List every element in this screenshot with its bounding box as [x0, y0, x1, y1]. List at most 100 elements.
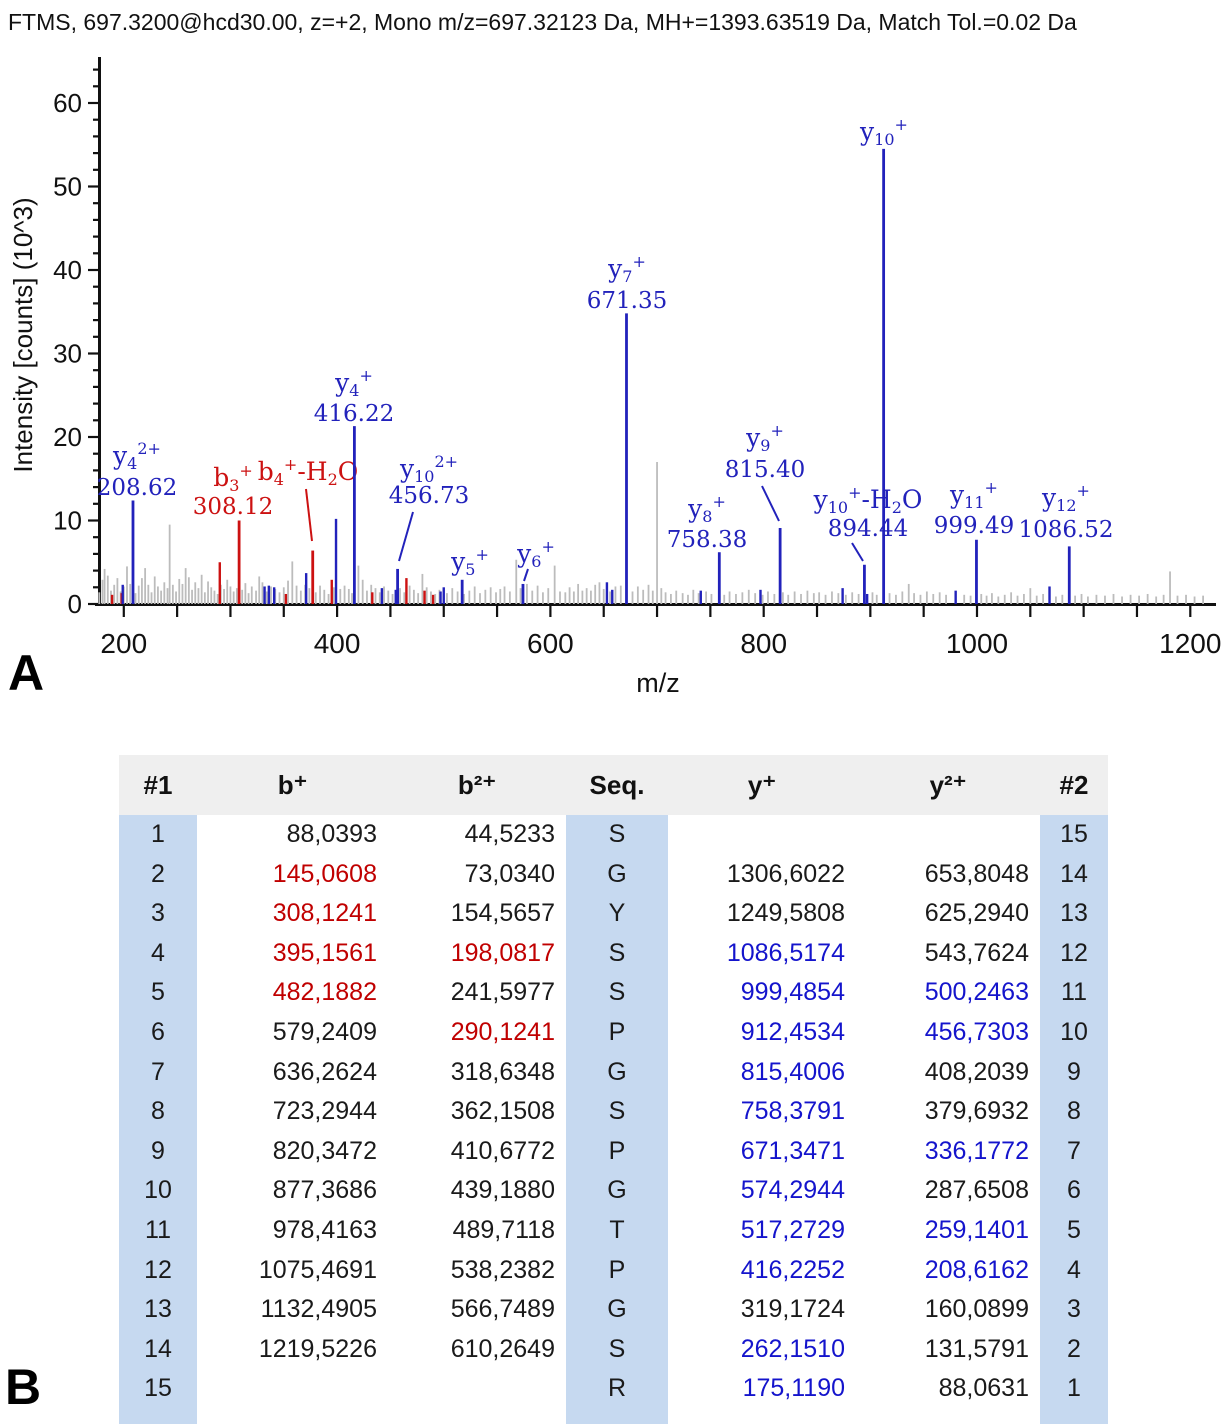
ion-label: y4+: [334, 366, 373, 400]
cell-index1: 9: [119, 1131, 197, 1172]
ion-mz-label: 308.12: [193, 494, 273, 520]
cell-seq: S: [566, 933, 668, 974]
x-tick-label: 800: [740, 628, 787, 659]
cell-seq: S: [566, 973, 668, 1013]
column-stub: [388, 1409, 566, 1424]
cell-index2: 6: [1040, 1171, 1108, 1211]
column-stub: [566, 1408, 668, 1424]
ion-label: y10+-H2O: [813, 483, 923, 517]
cell-y1: 319,1724: [740, 1295, 845, 1324]
cell-index2: 11: [1040, 973, 1108, 1013]
cell-y1: 416,2252: [740, 1255, 845, 1284]
ion-mz-label: 1086.52: [1018, 517, 1113, 543]
cell-y1: [668, 815, 856, 855]
cell-seq: S: [566, 815, 668, 855]
column-stub: [668, 1409, 856, 1424]
cell-y1: 1306,6022: [726, 859, 845, 888]
cell-seq: G: [566, 1290, 668, 1330]
cell-seq: S: [566, 1092, 668, 1132]
cell-index1: 7: [119, 1052, 197, 1093]
cell-seq: P: [566, 1131, 668, 1172]
ion-label: y11+: [949, 478, 998, 512]
ion-label: y9+: [745, 421, 784, 455]
cell-b1: 1075,4691: [258, 1255, 377, 1284]
cell-y2: 259,1401: [924, 1215, 1029, 1244]
cell-y2: 131,5791: [924, 1334, 1029, 1363]
cell-b1: 1132,4905: [260, 1295, 377, 1324]
cell-seq: P: [566, 1012, 668, 1053]
column-stub: [197, 1409, 388, 1424]
spectrum-title: FTMS, 697.3200@hcd30.00, z=+2, Mono m/z=…: [8, 9, 1077, 35]
cell-index2: 8: [1040, 1092, 1108, 1132]
cell-y1: 1086,5174: [726, 938, 845, 967]
y-tick-label: 40: [53, 255, 82, 285]
cell-b1: 820,3472: [272, 1136, 377, 1165]
cell-index2: 1: [1040, 1369, 1108, 1409]
x-tick-label: 200: [100, 628, 147, 659]
ion-mz-label: 815.40: [725, 457, 805, 483]
cell-index1: 11: [119, 1210, 197, 1251]
cell-index2: 12: [1040, 933, 1108, 974]
label-pointer-line: [523, 568, 529, 582]
x-tick-label: 600: [527, 628, 574, 659]
y-tick-label: 10: [53, 506, 82, 536]
table-header-3: Seq.: [566, 755, 668, 815]
cell-b1: 978,4163: [272, 1215, 377, 1244]
cell-index1: 3: [119, 894, 197, 934]
x-tick-label: 400: [314, 628, 361, 659]
cell-b1: 1219,5226: [258, 1334, 377, 1363]
cell-b2: 73,0340: [464, 859, 555, 888]
ion-label: y10+: [859, 115, 908, 149]
ion-label: y5+: [450, 545, 489, 579]
cell-b2: 538,2382: [450, 1255, 555, 1284]
ion-mz-label: 894.44: [828, 516, 908, 542]
cell-y1: 671,3471: [740, 1136, 845, 1165]
table-header-5: y²⁺: [856, 755, 1040, 815]
y-tick-label: 50: [53, 172, 82, 202]
ion-label: b3+: [213, 461, 253, 495]
cell-y1: 517,2729: [740, 1215, 845, 1244]
cell-b1: 88,0393: [286, 820, 377, 848]
ion-label: y8+: [687, 492, 726, 526]
cell-b2: 198,0817: [450, 938, 555, 967]
ion-label: y6+: [516, 537, 555, 571]
cell-index2: 5: [1040, 1210, 1108, 1251]
cell-seq: G: [566, 1052, 668, 1093]
cell-b2: 610,2649: [450, 1334, 555, 1363]
cell-b2: 44,5233: [464, 820, 555, 848]
cell-index2: 13: [1040, 894, 1108, 934]
table-header-0: #1: [119, 755, 197, 815]
label-pointer-line: [398, 511, 414, 562]
cell-b2: 489,7118: [452, 1215, 555, 1244]
cell-index2: 2: [1040, 1329, 1108, 1370]
cell-b2: 290,1241: [450, 1017, 555, 1046]
cell-index2: 3: [1040, 1290, 1108, 1330]
cell-seq: Y: [566, 894, 668, 934]
ion-mz-label: 671.35: [587, 288, 667, 314]
cell-index1: 5: [119, 973, 197, 1013]
cell-b2: [388, 1369, 566, 1409]
y-tick-label: 30: [53, 339, 82, 369]
cell-index1: 13: [119, 1290, 197, 1330]
label-pointer-line: [851, 542, 864, 562]
cell-index1: 12: [119, 1250, 197, 1291]
x-axis-title: m/z: [636, 668, 680, 698]
cell-seq: P: [566, 1250, 668, 1291]
ion-mz-label: 416.22: [314, 401, 394, 427]
y-tick-label: 0: [68, 589, 82, 619]
cell-index2: 14: [1040, 854, 1108, 895]
ion-mz-label: 758.38: [667, 527, 747, 553]
label-pointer-line: [305, 488, 313, 542]
cell-y2: 653,8048: [924, 859, 1029, 888]
panel-label-a: A: [8, 645, 45, 701]
cell-y1: 999,4854: [740, 978, 845, 1007]
cell-index2: 7: [1040, 1131, 1108, 1172]
cell-y2: 208,6162: [924, 1255, 1029, 1284]
cell-b1: 482,1882: [272, 978, 377, 1007]
cell-seq: G: [566, 1171, 668, 1211]
y-tick-label: 60: [53, 88, 82, 118]
table-header-2: b²⁺: [388, 755, 566, 815]
ms-spectrum-plot: 0 10 20 30 40 50 60 200 400 600 800 1000 1200 m/z Inte…: [8, 57, 1221, 698]
cell-index1: 6: [119, 1012, 197, 1053]
